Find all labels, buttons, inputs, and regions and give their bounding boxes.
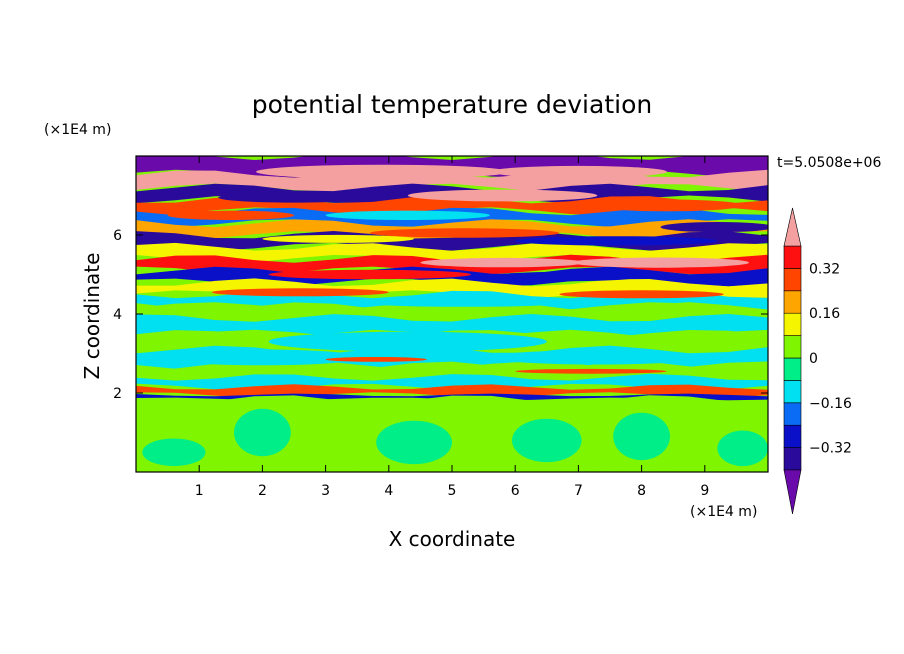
x-tick-label: 7	[574, 483, 583, 499]
colorbar-tick-label: 0.16	[809, 306, 840, 322]
contour-cell	[256, 164, 509, 179]
contour-cell	[268, 331, 547, 352]
contour-cell	[211, 288, 389, 297]
contour-band	[136, 242, 768, 263]
x-tick-label: 8	[637, 483, 646, 499]
x-axis-unit: (×1E4 m)	[690, 504, 757, 520]
colorbar-segment	[783, 447, 802, 471]
colorbar-tick-label: 0.32	[809, 261, 840, 277]
plot-area	[136, 156, 768, 472]
contour-cell	[407, 189, 598, 202]
contour-cell	[218, 192, 370, 203]
contour-cell	[262, 234, 415, 243]
x-tick-label: 3	[321, 483, 330, 499]
colorbar-tick-label: 0	[809, 351, 818, 367]
contour-cell	[161, 349, 364, 366]
colorbar-segment	[783, 245, 802, 269]
colorbar-under-triangle	[783, 469, 802, 515]
contour-cell	[490, 350, 705, 365]
colorbar-segment	[783, 268, 802, 292]
y-axis-unit: (×1E4 m)	[44, 122, 111, 138]
chart-title: potential temperature deviation	[252, 90, 652, 119]
contour-cell	[591, 199, 743, 212]
x-tick-label: 5	[448, 483, 457, 499]
contour-cell	[325, 357, 427, 362]
contour-cell	[515, 236, 718, 246]
contour-cell	[376, 420, 452, 465]
contour-cell	[420, 257, 585, 268]
colorbar-segment	[783, 312, 802, 336]
x-axis-label: X coordinate	[389, 527, 516, 551]
colorbar-tick-label: −0.32	[809, 441, 852, 457]
y-axis-ticks: 2 4 6	[113, 228, 768, 402]
contour-cell	[490, 271, 642, 282]
contour-band	[136, 302, 768, 322]
contour-cell	[559, 290, 724, 299]
contour-cell	[572, 257, 750, 268]
contour-cell	[512, 418, 582, 463]
contour-cell	[369, 228, 560, 238]
colorbar: 0.32 0.16 0 −0.16 −0.32	[783, 207, 852, 515]
y-axis-label: Z coordinate	[80, 253, 104, 380]
x-tick-label: 6	[511, 483, 520, 499]
contour-cell	[142, 438, 206, 467]
x-tick-label: 1	[195, 483, 204, 499]
contour-cell	[489, 165, 667, 178]
colorbar-tick-label: −0.16	[809, 396, 852, 412]
colorbar-segment	[783, 290, 802, 314]
colorbar-segment	[783, 402, 802, 426]
colorbar-over-triangle	[783, 207, 802, 247]
time-label: t=5.0508e+06	[777, 155, 881, 171]
contour-cell	[660, 222, 768, 233]
colorbar-segment	[783, 380, 802, 404]
contour-cell	[515, 368, 667, 374]
colorbar-segment	[783, 335, 802, 359]
colorbar-segment	[783, 424, 802, 448]
contour-cell	[325, 210, 490, 220]
x-tick-label: 2	[258, 483, 267, 499]
contour-band	[136, 314, 768, 338]
contour-band	[136, 361, 768, 382]
x-axis-ticks: 1 2 3 4 5 6 7 8 9	[195, 156, 709, 499]
contour-cell	[613, 412, 670, 461]
contour-cell	[234, 408, 291, 457]
contour-cell	[350, 297, 579, 307]
contour-cell	[154, 269, 269, 280]
colorbar-segment	[783, 357, 802, 381]
contour-band	[136, 395, 768, 472]
x-tick-label: 4	[384, 483, 393, 499]
y-tick-label: 2	[113, 386, 122, 402]
y-tick-label: 6	[113, 228, 122, 244]
contour-cell	[717, 430, 768, 467]
y-tick-label: 4	[113, 307, 122, 323]
x-tick-label: 9	[700, 483, 709, 499]
contour-cell	[167, 210, 294, 220]
contour-cell	[268, 269, 471, 280]
